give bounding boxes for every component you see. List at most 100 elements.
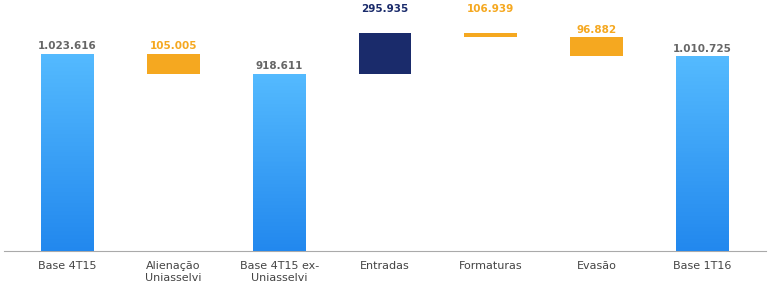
Bar — [253, 74, 306, 75]
Bar — [253, 104, 306, 106]
Bar — [41, 150, 94, 152]
Bar — [253, 192, 306, 194]
Bar — [41, 83, 94, 85]
Bar — [676, 148, 729, 150]
Bar — [676, 245, 729, 247]
Bar — [464, 17, 517, 37]
Bar — [253, 178, 306, 180]
Bar — [676, 70, 729, 72]
Bar — [676, 181, 729, 183]
Bar — [253, 182, 306, 184]
Bar — [41, 245, 94, 247]
Bar — [676, 194, 729, 196]
Bar — [676, 241, 729, 243]
Bar — [253, 134, 306, 136]
Bar — [253, 168, 306, 169]
Bar — [676, 58, 729, 60]
Bar — [359, 17, 411, 74]
Bar — [676, 154, 729, 155]
Bar — [41, 93, 94, 95]
Bar — [253, 102, 306, 104]
Bar — [676, 243, 729, 245]
Bar — [253, 228, 306, 230]
Bar — [41, 205, 94, 208]
Bar — [41, 215, 94, 217]
Bar — [41, 210, 94, 211]
Bar — [253, 83, 306, 84]
Bar — [253, 224, 306, 226]
Bar — [253, 230, 306, 231]
Bar — [41, 174, 94, 176]
Bar — [253, 143, 306, 145]
Bar — [676, 103, 729, 105]
Bar — [676, 146, 729, 148]
Bar — [41, 119, 94, 121]
Bar — [41, 113, 94, 115]
Bar — [253, 75, 306, 77]
Bar — [676, 175, 729, 177]
Bar — [41, 144, 94, 146]
Bar — [676, 152, 729, 154]
Bar — [676, 85, 729, 87]
Bar — [253, 100, 306, 102]
Bar — [41, 148, 94, 150]
Bar — [253, 137, 306, 139]
Bar — [41, 77, 94, 79]
Bar — [253, 106, 306, 107]
Bar — [253, 127, 306, 129]
Bar — [253, 166, 306, 168]
Bar — [676, 171, 729, 173]
Bar — [676, 196, 729, 198]
Bar — [253, 132, 306, 134]
Text: 105.005: 105.005 — [149, 41, 197, 51]
Text: 106.939: 106.939 — [467, 4, 514, 14]
Bar — [676, 179, 729, 181]
Bar — [253, 86, 306, 88]
Bar — [41, 199, 94, 201]
Bar — [253, 184, 306, 185]
Bar — [676, 200, 729, 202]
Bar — [41, 138, 94, 140]
Bar — [253, 199, 306, 201]
Bar — [676, 89, 729, 91]
Bar — [41, 117, 94, 119]
Bar — [41, 89, 94, 91]
Bar — [676, 79, 729, 81]
Bar — [253, 175, 306, 177]
Bar — [41, 208, 94, 210]
Bar — [676, 220, 729, 222]
Bar — [41, 184, 94, 186]
Bar — [676, 138, 729, 140]
Bar — [253, 173, 306, 175]
Bar — [253, 122, 306, 123]
Bar — [253, 74, 306, 251]
Bar — [41, 129, 94, 131]
Bar — [41, 75, 94, 77]
Bar — [253, 123, 306, 125]
Bar — [253, 107, 306, 109]
Bar — [676, 227, 729, 229]
Bar — [676, 239, 729, 241]
Bar — [41, 231, 94, 233]
Bar — [41, 247, 94, 249]
Bar — [41, 85, 94, 87]
Bar — [41, 201, 94, 203]
Bar — [253, 129, 306, 130]
Bar — [41, 65, 94, 67]
Bar — [676, 56, 729, 251]
Bar — [41, 166, 94, 168]
Bar — [41, 142, 94, 144]
Bar — [253, 226, 306, 228]
Bar — [676, 99, 729, 101]
Bar — [676, 165, 729, 167]
Bar — [676, 77, 729, 79]
Bar — [676, 81, 729, 83]
Bar — [41, 59, 94, 61]
Bar — [253, 242, 306, 244]
Bar — [41, 73, 94, 75]
Bar — [676, 177, 729, 179]
Bar — [41, 211, 94, 213]
Bar — [253, 109, 306, 111]
Bar — [253, 187, 306, 189]
Bar — [41, 107, 94, 109]
